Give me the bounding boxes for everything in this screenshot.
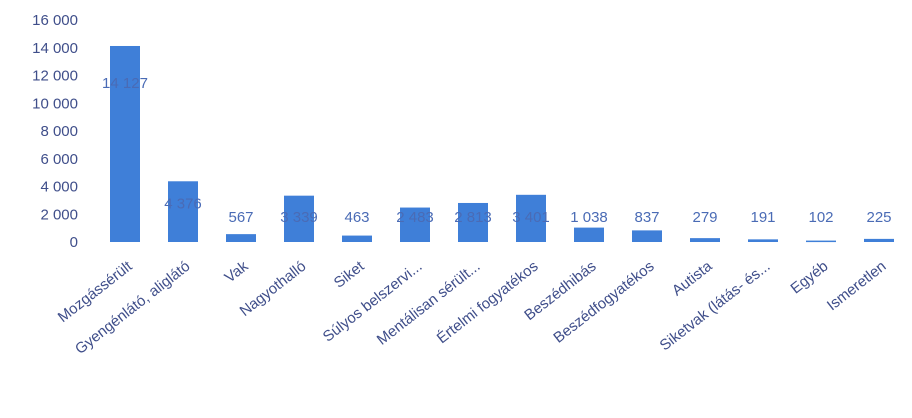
bar [226,234,256,242]
data-label: 1 038 [570,209,608,226]
x-tick-label: Vak [222,257,252,286]
data-label: 567 [228,209,253,226]
bar [168,181,198,242]
data-label: 4 376 [164,195,202,212]
data-label: 3 401 [512,209,550,226]
data-label: 3 339 [280,209,318,226]
y-tick-label: 12 000 [32,68,78,85]
x-tick-label: Siketvak (látás- és... [657,258,774,355]
y-tick-label: 4 000 [40,179,78,196]
y-tick-label: 2 000 [40,206,78,223]
data-labels: 14 127 4 376 567 3 339 463 2 483 2 813 3 401 1 0… [102,75,891,226]
y-tick-label: 16 000 [32,12,78,29]
bar [516,194,546,242]
bar [864,238,894,242]
data-label: 279 [692,209,717,226]
data-label: 14 127 [102,75,148,92]
bar [748,239,778,242]
y-axis: 0 2 000 4 000 6 000 8 000 10 000 12 000 14 000 1… [32,12,78,251]
x-tick-label: Mentálisan sérült... [374,258,484,349]
data-label: 463 [344,209,369,226]
bar [632,230,662,242]
x-tick-label: Ismeretlen [824,258,890,315]
y-tick-label: 6 000 [40,151,78,168]
y-tick-label: 14 000 [32,40,78,57]
data-label: 191 [750,209,775,226]
data-label: 2 483 [396,209,434,226]
bar [690,238,720,242]
bar [400,207,430,242]
x-tick-label: Súlyos belszervi... [320,258,426,346]
x-tick-label: Autista [669,257,716,299]
bar [458,202,488,242]
data-label: 837 [634,209,659,226]
bar [110,45,140,242]
bar [342,235,372,242]
data-label: 2 813 [454,209,492,226]
y-tick-label: 0 [70,234,78,251]
x-tick-label: Beszédfogyatékos [550,258,657,347]
x-tick-label: Értelmi fogyatékos [434,258,542,347]
data-label: 225 [866,209,891,226]
y-tick-label: 8 000 [40,123,78,140]
x-tick-label: Egyéb [787,258,831,298]
x-tick-label: Siket [331,257,368,291]
bar [574,227,604,242]
bars [110,45,894,243]
bar [806,240,836,243]
data-label: 102 [808,209,833,226]
y-tick-label: 10 000 [32,95,78,112]
bar [284,195,314,242]
